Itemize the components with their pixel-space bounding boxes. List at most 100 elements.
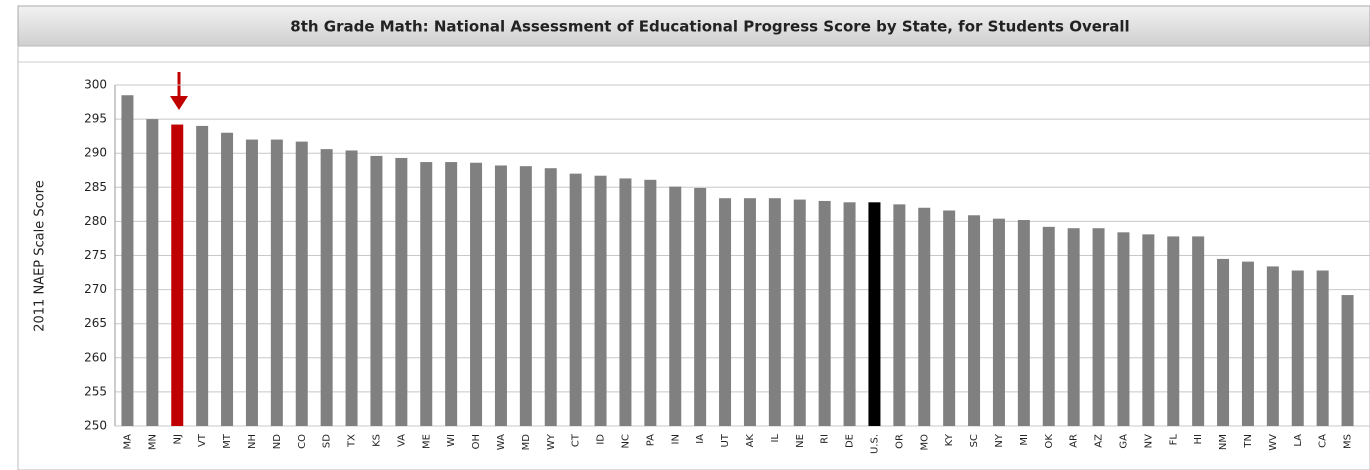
title-bar bbox=[17, 5, 1370, 47]
x-tick-label: MO bbox=[919, 434, 930, 451]
x-tick-label: IN bbox=[670, 434, 681, 444]
bar bbox=[295, 141, 308, 426]
y-tick-label: 295 bbox=[84, 112, 107, 126]
x-tick-label: WI bbox=[446, 434, 457, 447]
x-tick-label: IL bbox=[770, 434, 781, 443]
bar bbox=[519, 166, 532, 426]
bar bbox=[345, 150, 358, 427]
y-tick-label: 265 bbox=[84, 316, 107, 330]
x-tick-label: TN bbox=[1243, 434, 1254, 449]
bar bbox=[1017, 220, 1030, 426]
bar bbox=[569, 173, 582, 426]
bar bbox=[719, 198, 732, 426]
x-tick-label: U.S. bbox=[869, 434, 880, 454]
bar bbox=[445, 162, 458, 427]
bar bbox=[221, 132, 234, 427]
bar bbox=[918, 207, 931, 426]
x-tick-label: MI bbox=[1019, 434, 1030, 446]
x-tick-label: NH bbox=[247, 434, 258, 449]
x-tick-label: NC bbox=[620, 434, 631, 448]
x-tick-label: AZ bbox=[1094, 434, 1105, 448]
arrow bbox=[170, 72, 188, 110]
bar bbox=[793, 199, 806, 426]
bar bbox=[420, 162, 433, 427]
bar bbox=[1117, 232, 1130, 426]
x-tick-label: TX bbox=[347, 434, 358, 448]
y-tick-label: 250 bbox=[84, 419, 107, 433]
x-tick-label: VA bbox=[396, 434, 407, 447]
y-tick-label: 280 bbox=[84, 214, 107, 228]
x-tick-label: HI bbox=[1193, 434, 1204, 444]
x-tick-label: OH bbox=[471, 434, 482, 449]
y-tick-label: 285 bbox=[84, 180, 107, 194]
x-tick-label: MD bbox=[521, 434, 532, 451]
x-tick-label: CA bbox=[1318, 434, 1329, 448]
x-tick-label: WY bbox=[546, 433, 557, 450]
y-tick-label: 290 bbox=[84, 146, 107, 160]
y-tick-label: 275 bbox=[84, 248, 107, 262]
x-tick-label: CO bbox=[297, 434, 308, 449]
bar bbox=[370, 155, 383, 427]
bar bbox=[1291, 270, 1304, 426]
bar bbox=[1192, 236, 1205, 426]
bar bbox=[395, 157, 408, 426]
x-tick-label: WA bbox=[496, 434, 507, 450]
bar bbox=[270, 139, 283, 426]
plot-frame bbox=[17, 45, 1370, 470]
bar bbox=[320, 149, 333, 426]
y-tick-label: 300 bbox=[84, 78, 107, 92]
bar bbox=[1067, 228, 1080, 426]
bar bbox=[494, 165, 507, 426]
bar bbox=[196, 125, 209, 427]
x-tick-label: NY bbox=[994, 433, 1005, 447]
x-tick-label: SC bbox=[969, 434, 980, 447]
bar bbox=[669, 186, 682, 426]
bar bbox=[968, 215, 981, 426]
bar bbox=[171, 124, 184, 426]
x-tick-label: NV bbox=[1143, 434, 1154, 448]
bar bbox=[544, 168, 557, 427]
x-tick-label: RI bbox=[820, 434, 831, 444]
x-tick-label: MA bbox=[122, 434, 133, 450]
x-tick-label: ID bbox=[596, 434, 607, 445]
bar bbox=[1241, 261, 1254, 426]
x-tick-label: SD bbox=[322, 434, 333, 448]
x-tick-label: MT bbox=[222, 433, 233, 449]
x-tick-label: DE bbox=[845, 434, 856, 448]
bar bbox=[644, 179, 657, 426]
x-tick-label: CT bbox=[571, 433, 582, 447]
bar bbox=[992, 218, 1005, 426]
bar bbox=[121, 95, 134, 426]
x-tick-label: AK bbox=[745, 434, 756, 448]
bar bbox=[245, 139, 258, 426]
bar bbox=[1092, 228, 1105, 426]
x-tick-label: OR bbox=[894, 434, 905, 449]
x-tick-label: ND bbox=[272, 434, 283, 449]
bar bbox=[743, 198, 756, 426]
bar bbox=[1167, 236, 1180, 426]
bar bbox=[1266, 266, 1279, 426]
x-tick-label: IA bbox=[695, 434, 706, 444]
bar bbox=[868, 202, 881, 426]
y-tick-label: 270 bbox=[84, 282, 107, 296]
bar bbox=[893, 204, 906, 426]
bar bbox=[1316, 270, 1329, 426]
bar bbox=[146, 119, 159, 426]
x-tick-label: GA bbox=[1118, 434, 1129, 449]
x-tick-label: LA bbox=[1293, 434, 1304, 447]
chart-title: 8th Grade Math: National Assessment of E… bbox=[290, 18, 1129, 36]
y-axis-label: 2011 NAEP Scale Score bbox=[33, 180, 48, 332]
x-tick-label: VT bbox=[197, 433, 208, 447]
bar bbox=[1042, 226, 1055, 426]
bar bbox=[694, 187, 707, 426]
x-tick-label: AR bbox=[1069, 434, 1080, 448]
bar bbox=[1217, 258, 1230, 426]
x-tick-label: NJ bbox=[172, 434, 183, 444]
x-tick-label: MS bbox=[1343, 434, 1354, 449]
bar bbox=[943, 210, 956, 426]
bar bbox=[594, 175, 607, 426]
x-tick-label: MN bbox=[147, 434, 158, 450]
x-tick-label: NM bbox=[1218, 434, 1229, 450]
bar bbox=[768, 198, 781, 426]
